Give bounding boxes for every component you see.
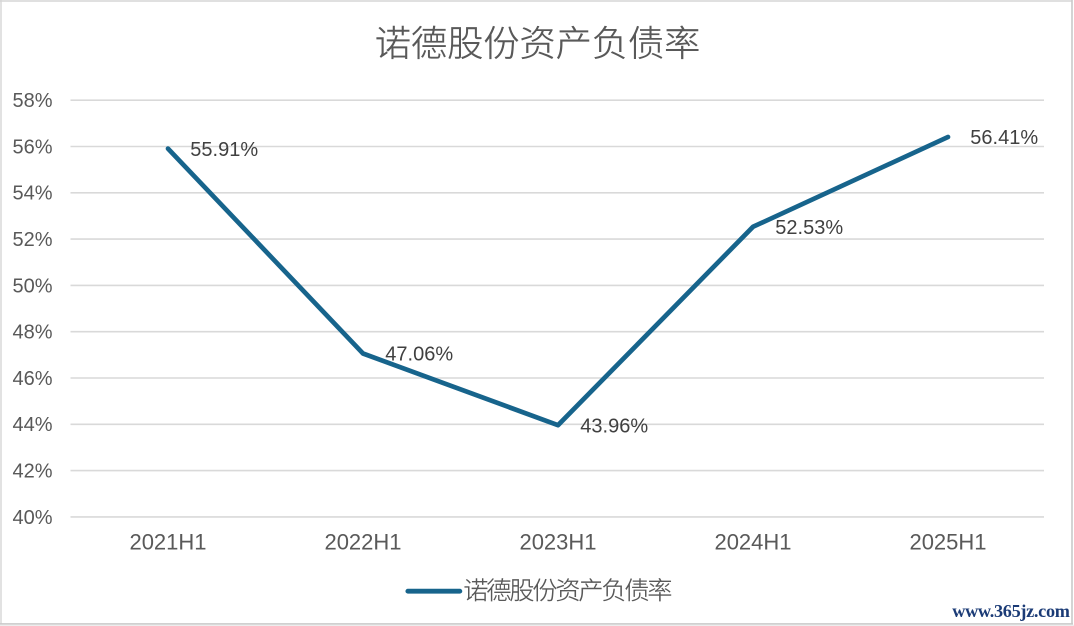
svg-text:43.96%: 43.96% <box>580 415 648 437</box>
svg-text:55.91%: 55.91% <box>190 139 258 161</box>
svg-text:46%: 46% <box>12 368 52 390</box>
svg-text:48%: 48% <box>12 322 52 344</box>
svg-text:2025H1: 2025H1 <box>909 530 986 555</box>
svg-text:2022H1: 2022H1 <box>324 530 401 555</box>
svg-text:44%: 44% <box>12 414 52 436</box>
svg-text:47.06%: 47.06% <box>385 344 453 366</box>
svg-text:42%: 42% <box>12 461 52 483</box>
svg-text:2023H1: 2023H1 <box>519 530 596 555</box>
svg-text:2024H1: 2024H1 <box>714 530 791 555</box>
svg-text:40%: 40% <box>12 507 52 529</box>
svg-text:56%: 56% <box>12 136 52 158</box>
svg-text:2021H1: 2021H1 <box>129 530 206 555</box>
svg-text:54%: 54% <box>12 183 52 205</box>
svg-text:50%: 50% <box>12 275 52 297</box>
svg-text:52.53%: 52.53% <box>775 217 843 239</box>
svg-text:www.365jz.com: www.365jz.com <box>952 601 1069 621</box>
svg-text:52%: 52% <box>12 229 52 251</box>
svg-text:58%: 58% <box>12 90 52 112</box>
svg-text:56.41%: 56.41% <box>970 127 1038 149</box>
